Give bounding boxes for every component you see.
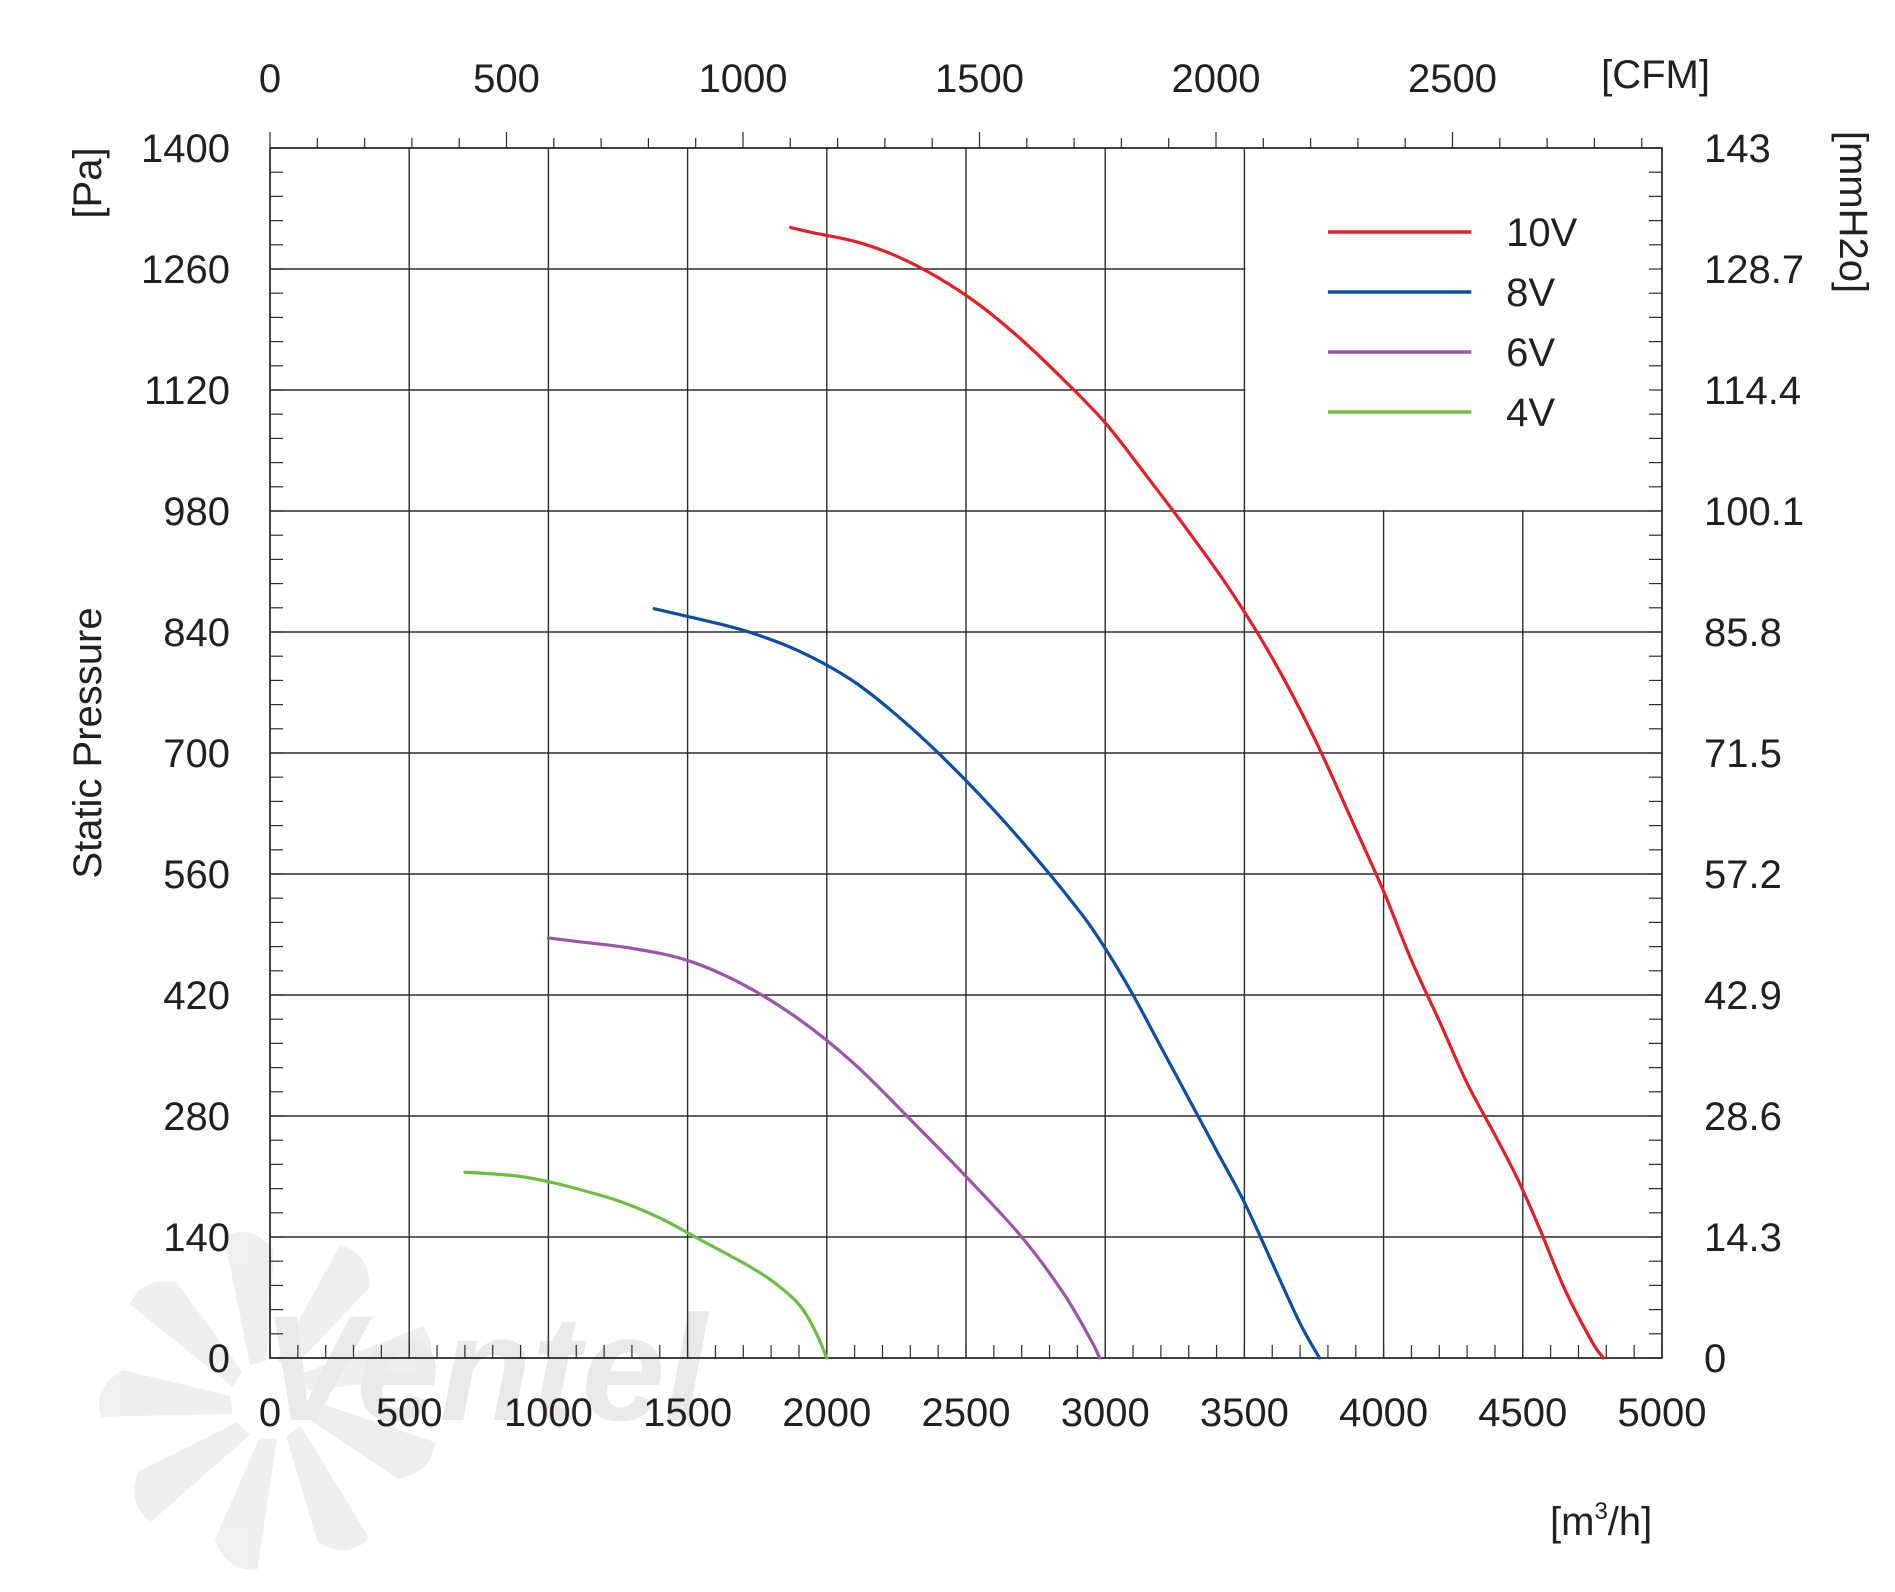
x-axis-unit-superscript: 3	[1594, 1498, 1607, 1525]
y-tick-label: 840	[163, 611, 230, 655]
fan-blade	[134, 1422, 250, 1522]
x-tick-label: 2000	[782, 1391, 871, 1435]
x-tick-label: 3000	[1061, 1391, 1150, 1435]
fan-blade	[99, 1370, 233, 1417]
y-tick-label: 420	[163, 974, 230, 1018]
plot-frame	[269, 147, 1663, 1359]
mmh2o-axis-tick-labels: 0 14.3 28.6 42.9 57.2 71.5 85.8 100.1 114.4 128.7…	[1704, 127, 1804, 1381]
cfm-axis-tick-labels: 0 500 1000 1500 2000 2500	[259, 57, 1497, 101]
series-line-10v	[789, 225, 1606, 1360]
x-tick-label: 2500	[922, 1391, 1011, 1435]
fan-blade	[129, 1281, 243, 1387]
series-lines	[463, 225, 1606, 1360]
series-line-8v	[652, 607, 1322, 1360]
fan-blade	[224, 1231, 274, 1366]
x-tick-label: 4500	[1478, 1391, 1567, 1435]
x-axis-tick-labels: 0 500 1000 1500 2000 2500 3000 3500 4000 4500 5000	[259, 1391, 1707, 1435]
x-axis-unit: [m3/h]	[1550, 1498, 1652, 1544]
y-tick-label: 280	[163, 1095, 230, 1139]
x-axis-unit-main: [m	[1550, 1500, 1594, 1544]
fan-hub	[240, 1370, 300, 1430]
fan-blade	[286, 1425, 370, 1551]
mmh2o-tick-label: 28.6	[1704, 1095, 1782, 1139]
y-tick-label: 1260	[141, 248, 230, 292]
y-tick-label: 1400	[141, 127, 230, 171]
x-tick-label: 1500	[643, 1391, 732, 1435]
y-tick-label: 560	[163, 853, 230, 897]
cfm-tick-label: 1000	[699, 57, 788, 101]
cfm-tick-label: 2500	[1408, 57, 1497, 101]
x-tick-label: 500	[376, 1391, 443, 1435]
mmh2o-tick-label: 85.8	[1704, 611, 1782, 655]
y-tick-label: 1120	[144, 369, 230, 413]
mmh2o-tick-label: 42.9	[1704, 974, 1782, 1018]
y-tick-label: 980	[163, 490, 230, 534]
cfm-tick-label: 2000	[1172, 57, 1261, 101]
x-tick-label: 5000	[1618, 1391, 1707, 1435]
y-tick-label: 0	[208, 1337, 230, 1381]
series-line-6v	[546, 936, 1102, 1360]
mmh2o-tick-label: 14.3	[1704, 1216, 1782, 1260]
x-tick-label: 0	[259, 1391, 281, 1435]
mmh2o-tick-label: 143	[1704, 127, 1771, 171]
watermark-text: Ventel	[262, 1284, 710, 1452]
x-tick-label: 4000	[1339, 1391, 1428, 1435]
series-line-4v	[463, 1170, 829, 1360]
fan-blade	[276, 1245, 370, 1368]
fan-blade	[306, 1400, 435, 1479]
x-axis-unit-tail: /h]	[1608, 1500, 1652, 1544]
y-tick-label: 700	[163, 732, 230, 776]
fan-blade-icon	[99, 1231, 435, 1570]
y-axis-title: Static Pressure	[66, 607, 110, 878]
x-tick-label: 3500	[1200, 1391, 1289, 1435]
mmh2o-tick-label: 0	[1704, 1337, 1726, 1381]
y2-axis-unit: [mmH2o]	[1831, 131, 1875, 293]
fan-blade	[214, 1438, 277, 1570]
cfm-tick-label: 1500	[935, 57, 1024, 101]
legend-label-8v: 8V	[1506, 271, 1555, 315]
mmh2o-tick-label: 71.5	[1704, 732, 1782, 776]
watermark-fan-logo: Ventel	[99, 1231, 710, 1570]
legend: 10V 8V 6V 4V	[1327, 211, 1578, 435]
y-axis-tick-labels: 0 140 280 420 560 700 840 980 1120 1260 1400	[141, 127, 230, 1381]
legend-label-10v: 10V	[1506, 211, 1577, 255]
mmh2o-tick-label: 57.2	[1704, 853, 1782, 897]
legend-background	[1245, 149, 1661, 510]
x-tick-label: 1000	[504, 1391, 593, 1435]
cfm-tick-label: 0	[259, 57, 281, 101]
cfm-axis-unit: [CFM]	[1601, 53, 1710, 97]
mmh2o-tick-label: 128.7	[1704, 248, 1804, 292]
legend-mask	[1245, 149, 1661, 510]
mmh2o-tick-label: 114.4	[1704, 369, 1801, 413]
mmh2o-tick-label: 100.1	[1704, 490, 1804, 534]
legend-label-4v: 4V	[1506, 391, 1555, 435]
legend-label-6v: 6V	[1506, 331, 1555, 375]
y-axis-unit: [Pa]	[66, 147, 110, 218]
y-tick-label: 140	[163, 1216, 230, 1260]
cfm-tick-label: 500	[473, 57, 540, 101]
